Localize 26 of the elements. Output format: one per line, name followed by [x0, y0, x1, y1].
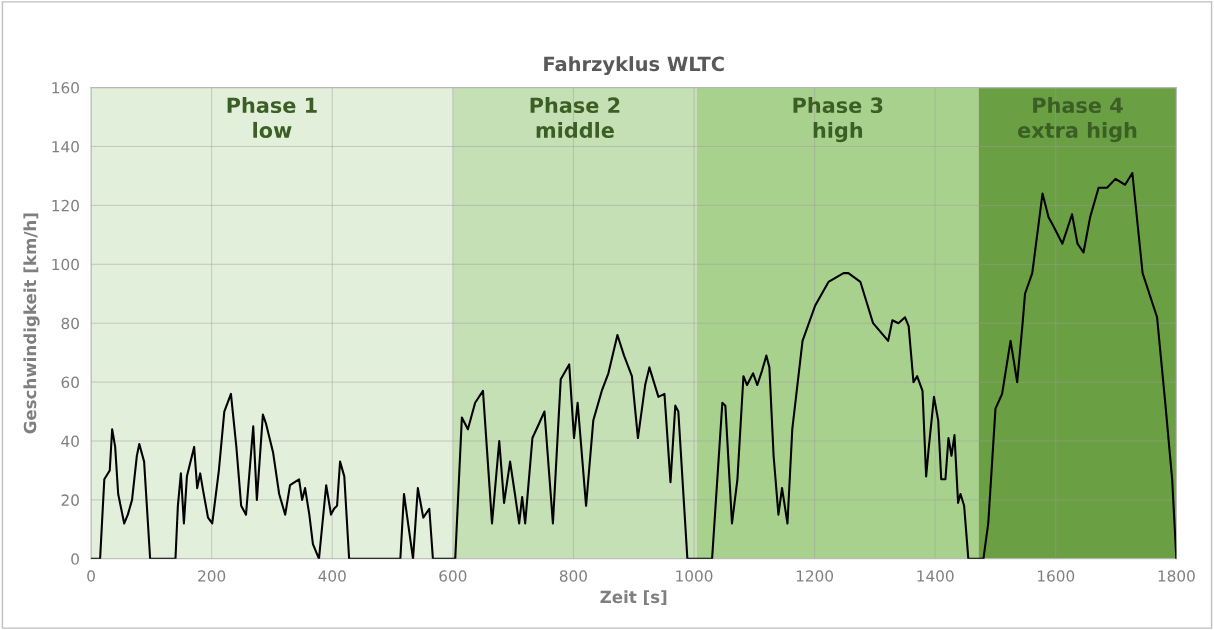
band-label: Phase 2 middle: [530, 96, 620, 139]
x-tick-label: 1400: [917, 570, 954, 582]
y-axis-title: Geschwindigkeit [km/h]: [23, 213, 40, 434]
y-tick-label: 120: [52, 199, 79, 212]
y-tick-label: 60: [61, 376, 79, 389]
band-label: Phase 4 extra high: [1017, 96, 1137, 143]
x-tick-label: 0: [87, 570, 95, 582]
x-tick-label: 1800: [1158, 570, 1195, 582]
y-tick-label: 20: [61, 494, 79, 506]
x-tick-label: 1600: [1038, 570, 1075, 582]
x-axis-title: Zeit [s]: [600, 590, 667, 606]
y-tick-label: 40: [61, 435, 79, 448]
y-tick-label: 100: [52, 258, 79, 271]
y-tick-label: 140: [52, 140, 79, 153]
x-tick-label: 400: [318, 570, 346, 582]
band-label: Phase 1 low: [227, 96, 317, 139]
x-tick-label: 200: [198, 570, 226, 582]
y-tick-label: 0: [71, 553, 79, 565]
chart-title: Fahrzyklus WLTC: [544, 56, 724, 76]
x-tick-label: 1200: [796, 570, 834, 582]
x-tick-label: 600: [439, 570, 467, 582]
band-label: Phase 3 high: [793, 96, 883, 143]
x-tick-label: 1000: [676, 570, 713, 582]
y-tick-label: 160: [52, 82, 79, 94]
y-tick-label: 80: [61, 317, 79, 330]
x-tick-label: 800: [559, 570, 587, 582]
